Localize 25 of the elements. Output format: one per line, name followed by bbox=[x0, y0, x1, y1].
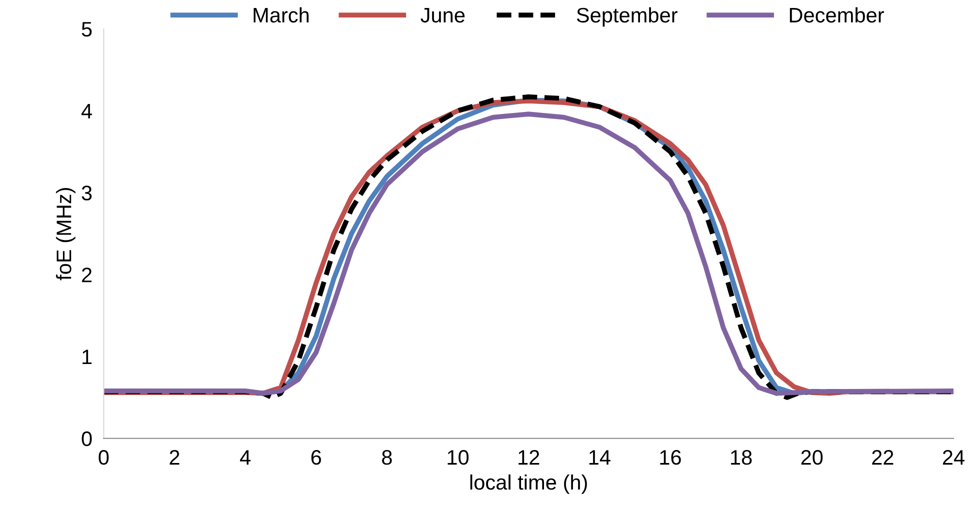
x-tick-label: 12 bbox=[518, 450, 540, 465]
legend-label: September bbox=[576, 7, 678, 27]
legend-label: June bbox=[420, 8, 465, 23]
x-tick-label: 6 bbox=[311, 450, 322, 465]
y-tick-label: 0 bbox=[82, 431, 92, 446]
x-tick-label: 2 bbox=[170, 450, 180, 465]
y-tick-label: 5 bbox=[82, 22, 92, 37]
x-tick-label: 18 bbox=[731, 450, 752, 465]
y-tick-label: 3 bbox=[82, 186, 92, 200]
legend-label: March bbox=[254, 7, 309, 23]
y-tick-label: 4 bbox=[81, 104, 92, 118]
x-tick-label: 16 bbox=[660, 450, 681, 465]
y-axis-title: foE (MHz) bbox=[56, 188, 76, 280]
x-tick-label: 24 bbox=[942, 450, 964, 465]
x-tick-label: 22 bbox=[872, 450, 894, 465]
y-tick-label: 2 bbox=[82, 268, 92, 282]
y-tick-label: 1 bbox=[82, 350, 92, 364]
x-tick-label: 0 bbox=[98, 450, 109, 465]
x-tick-label: 8 bbox=[382, 450, 392, 465]
x-axis-title: local time (h) bbox=[470, 474, 587, 494]
x-tick-label: 4 bbox=[240, 450, 250, 465]
x-tick-label: 10 bbox=[448, 450, 469, 465]
x-tick-label: 14 bbox=[589, 450, 610, 465]
x-tick-label: 20 bbox=[801, 450, 823, 465]
legend-label: December bbox=[790, 7, 884, 23]
